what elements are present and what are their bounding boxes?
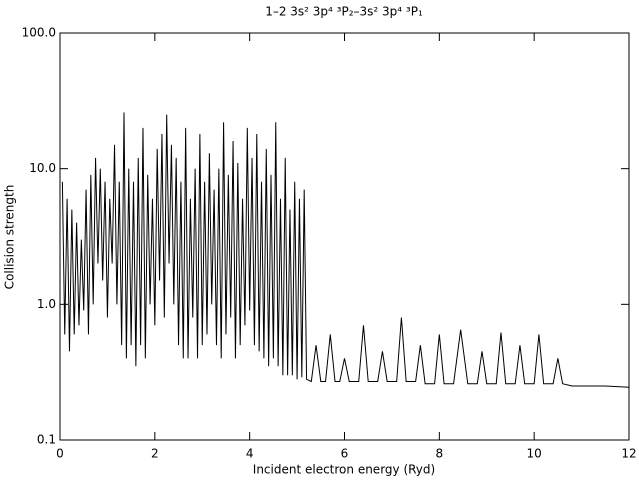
x-tick-label: 8 (436, 447, 444, 461)
x-tick-label: 4 (246, 447, 254, 461)
y-tick-label: 1.0 (37, 297, 56, 311)
data-line (61, 112, 630, 388)
y-tick-label: 100.0 (22, 26, 56, 40)
y-tick-label: 10.0 (29, 161, 56, 175)
x-tick-label: 0 (56, 447, 64, 461)
y-tick-label: 0.1 (37, 433, 56, 447)
x-tick-label: 6 (341, 447, 349, 461)
chart-title: 1–2 3s² 3p⁴ ³P₂–3s² 3p⁴ ³P₁ (265, 5, 423, 19)
x-tick-label: 10 (527, 447, 542, 461)
x-tick-label: 2 (151, 447, 159, 461)
x-tick-label: 12 (621, 447, 636, 461)
y-axis-label: Collision strength (3, 185, 17, 290)
x-axis-label: Incident electron energy (Ryd) (253, 463, 435, 477)
